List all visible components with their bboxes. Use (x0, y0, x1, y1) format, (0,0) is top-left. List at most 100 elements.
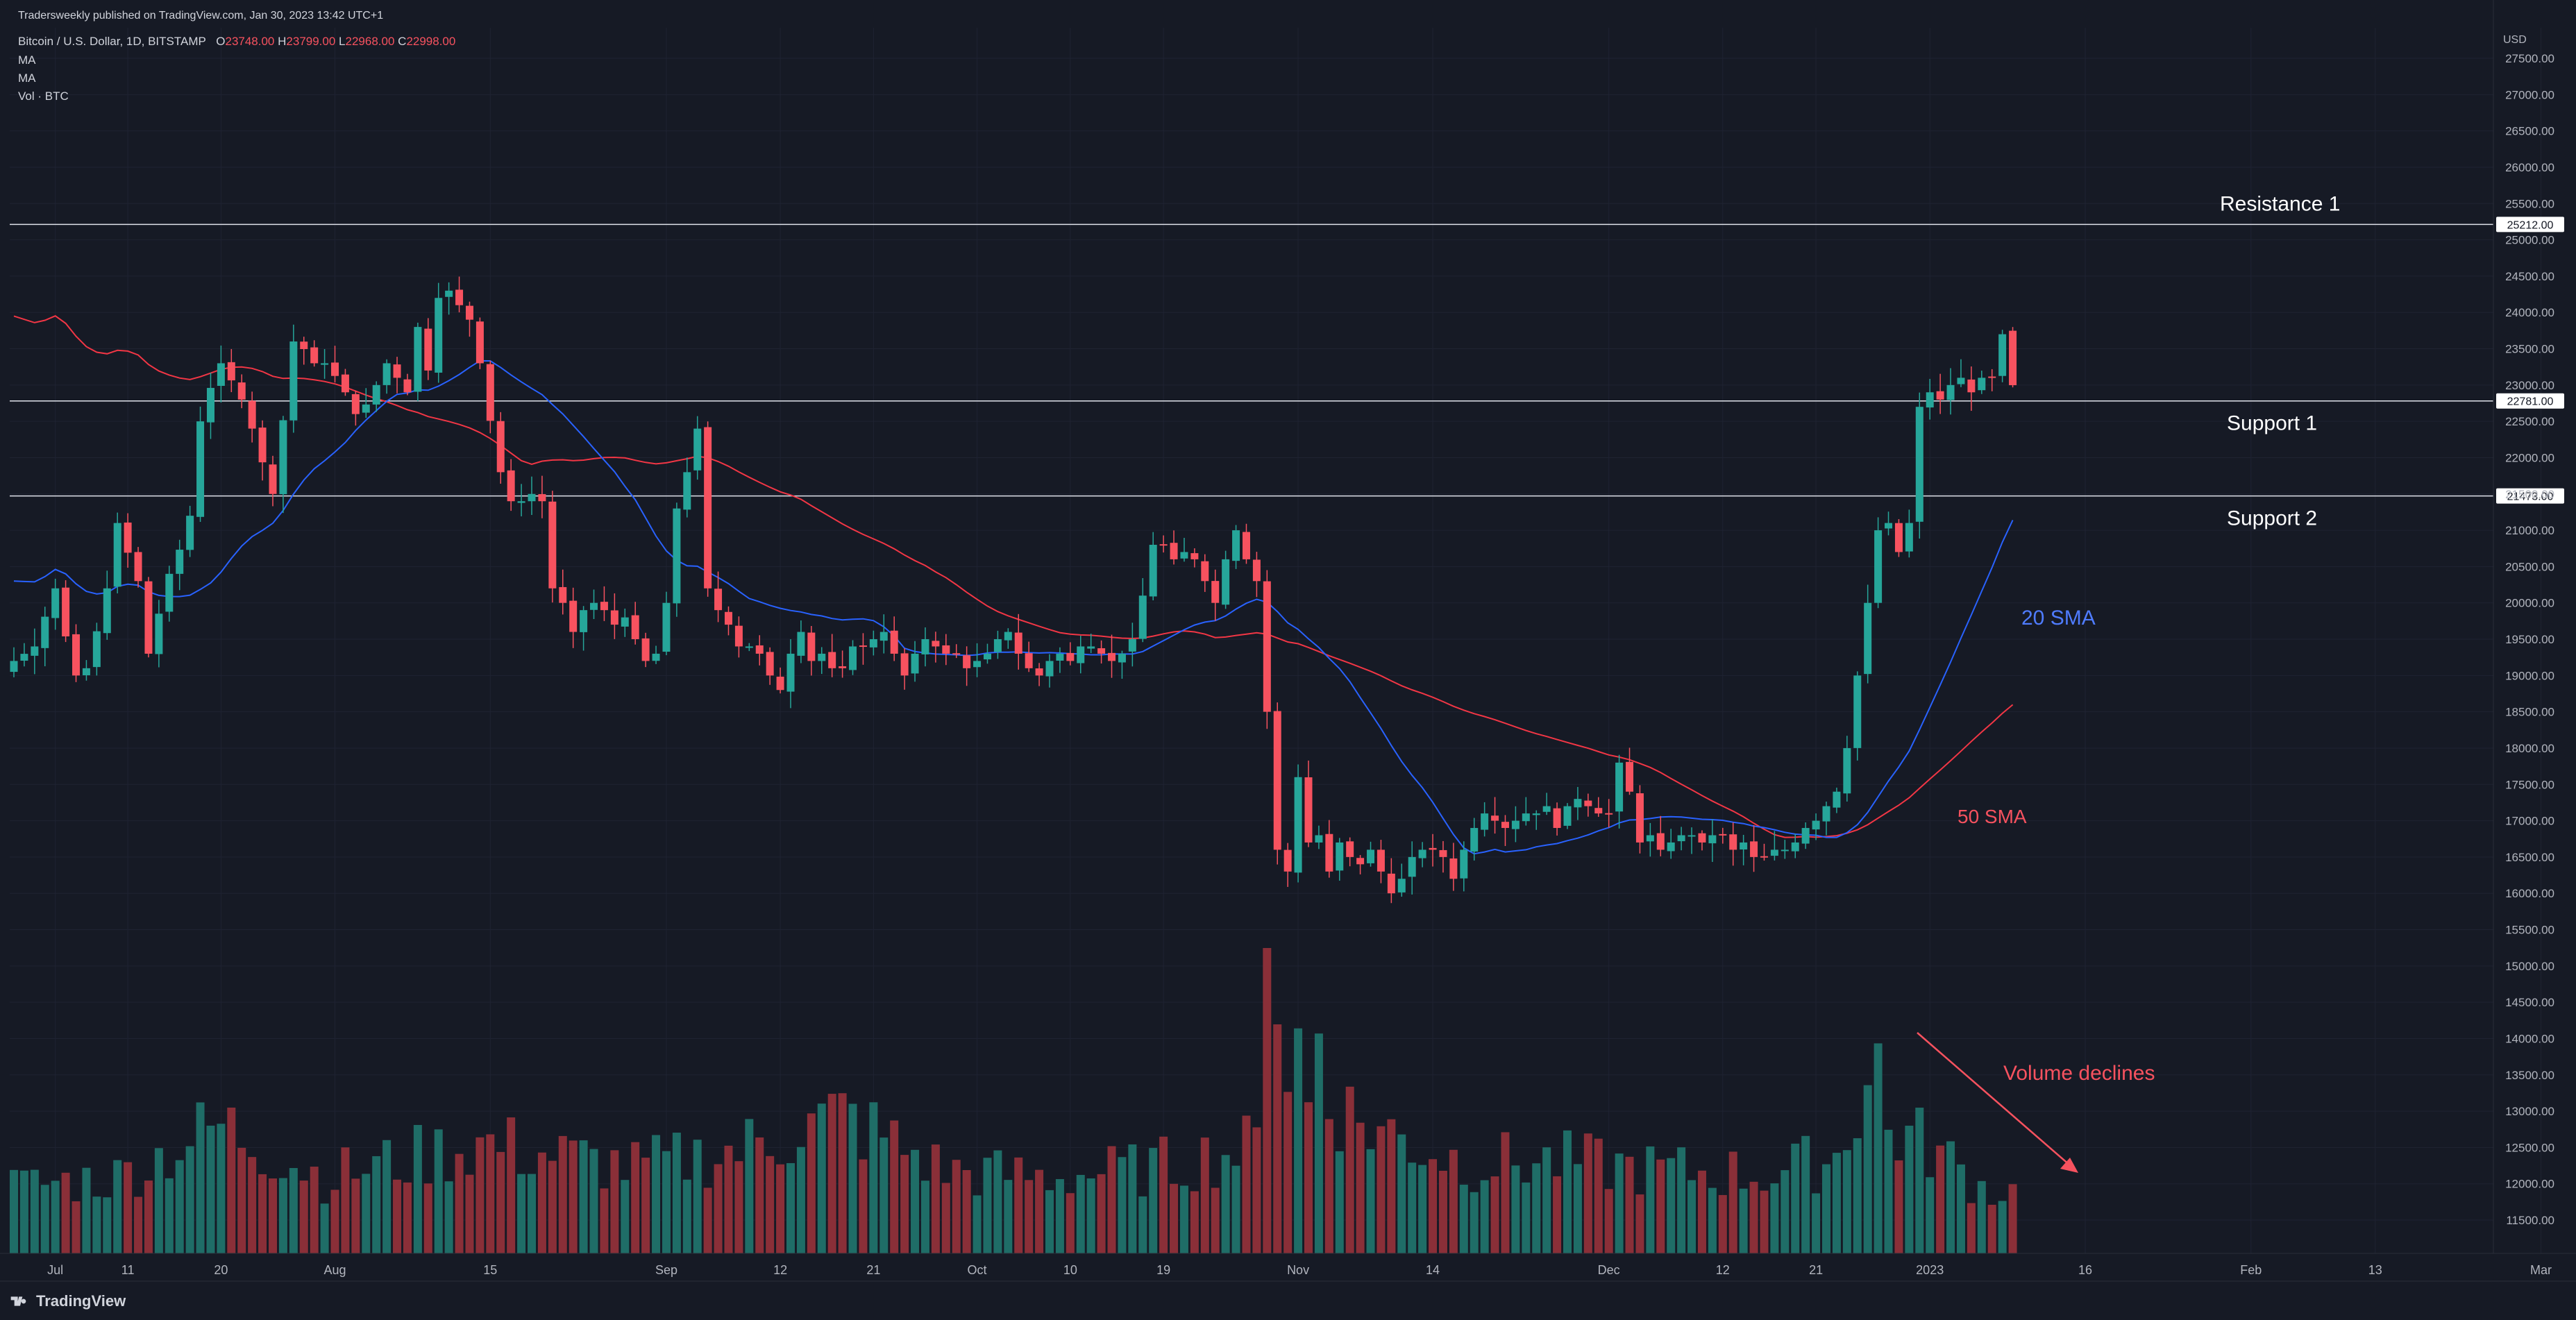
candle-body (890, 630, 898, 654)
candle-body (621, 617, 629, 627)
annotation-label: 50 SMA (1958, 806, 2027, 827)
tradingview-brand: TradingView (36, 1292, 126, 1310)
candle-body (734, 625, 743, 647)
candle-body (693, 428, 702, 471)
candle-body (92, 631, 101, 668)
candle-body (20, 654, 28, 661)
volume-bar (786, 1162, 795, 1253)
candle-body (51, 588, 60, 618)
candle-body (103, 588, 111, 634)
volume-bar (1822, 1164, 1830, 1253)
volume-legend[interactable]: Vol · BTC (18, 90, 69, 103)
candle-body (1273, 711, 1281, 850)
candle-body (237, 382, 246, 400)
candle-body (31, 646, 39, 656)
candle-body (186, 516, 194, 550)
volume-bar (1263, 948, 1272, 1253)
price-tick-label: 12500.00 (2505, 1141, 2554, 1154)
volume-bar (1522, 1182, 1531, 1253)
volume-bar (579, 1140, 588, 1253)
time-tick-label: 19 (1156, 1263, 1170, 1277)
candle-body (1915, 407, 1923, 522)
candle-body (942, 645, 950, 654)
candle-body (538, 494, 546, 502)
candle-body (1025, 653, 1033, 668)
candle-body (1222, 559, 1230, 605)
candle-body (911, 653, 919, 674)
candle-body (455, 289, 464, 305)
volume-bar (1677, 1147, 1686, 1253)
tradingview-footer[interactable]: TradingView (10, 1292, 126, 1310)
candle-body (1211, 581, 1220, 603)
candle-body (1687, 835, 1696, 837)
candle-body (1988, 376, 1996, 378)
volume-bar (40, 1185, 49, 1253)
candle-body (849, 646, 857, 670)
volume-bar (745, 1119, 754, 1253)
annotation-label: Volume declines (2003, 1062, 2155, 1085)
horizontal-levels: 25212.00 Resistance 1 22781.00 Support 1 214… (10, 192, 2564, 530)
price-tick-label: 19500.00 (2505, 633, 2554, 646)
volume-bar (248, 1157, 257, 1253)
volume-bar (1987, 1204, 1996, 1253)
volume-bar (1055, 1178, 1064, 1253)
symbol-title[interactable]: Bitcoin / U.S. Dollar, 1D, BITSTAMP (18, 35, 206, 48)
volume-bar (258, 1174, 267, 1253)
candle-body (310, 347, 319, 364)
level-price-text: 21473.00 (2507, 491, 2554, 503)
volume-bar (237, 1147, 246, 1253)
candle-body (1532, 813, 1540, 815)
ma-legend-2[interactable]: MA (18, 71, 36, 85)
level-label: Support 1 (2227, 412, 2317, 435)
volume-bar (1905, 1126, 1914, 1253)
candle-body (165, 573, 174, 612)
volume-bar (693, 1140, 702, 1253)
candle-body (631, 615, 639, 639)
candle-body (1387, 873, 1395, 894)
candle-body (289, 341, 298, 421)
candle-body (1118, 653, 1126, 663)
volume-bar (911, 1149, 920, 1253)
time-tick-label: Aug (324, 1263, 346, 1277)
candle-body (1874, 530, 1883, 603)
time-tick-label: Feb (2240, 1263, 2262, 1277)
volume-bar (165, 1178, 174, 1253)
candle-body (321, 363, 329, 365)
volume-bar (1749, 1181, 1758, 1253)
price-tick-label: 14500.00 (2505, 996, 2554, 1009)
candle-body (1408, 856, 1416, 877)
volume-bar (1781, 1170, 1790, 1253)
candle-body (704, 427, 712, 589)
price-tick-label: 23000.00 (2505, 379, 2554, 392)
candle-body (2009, 330, 2017, 386)
candle-body (683, 472, 691, 510)
volume-bar (1242, 1115, 1251, 1253)
volume-bar (610, 1150, 619, 1253)
volume-bar (351, 1178, 360, 1253)
candle-body (869, 639, 877, 648)
volume-bar (714, 1164, 723, 1253)
volume-bar (1459, 1185, 1468, 1253)
candle-body (828, 652, 836, 668)
candle-body (610, 610, 618, 625)
price-tick-label: 20500.00 (2505, 560, 2554, 573)
candle-body (217, 363, 225, 386)
volume-bar (372, 1156, 381, 1253)
volume-bar (1190, 1191, 1199, 1253)
volume-bar (175, 1160, 184, 1253)
volume-bar (1894, 1160, 1903, 1253)
candle-body (1077, 646, 1085, 663)
candle-body (1304, 777, 1313, 843)
volume-bar (600, 1188, 609, 1253)
candle-body (1770, 849, 1778, 856)
volume-bar (1635, 1194, 1644, 1253)
ma-legend-1[interactable]: MA (18, 53, 36, 67)
volume-bar (444, 1181, 453, 1253)
candle-body (496, 421, 505, 473)
volume-bar (1863, 1085, 1872, 1253)
time-tick-label: 2023 (1916, 1263, 1944, 1277)
candle-body (10, 661, 18, 672)
currency-label: USD (2503, 34, 2527, 46)
volume-bar (1946, 1141, 1955, 1253)
